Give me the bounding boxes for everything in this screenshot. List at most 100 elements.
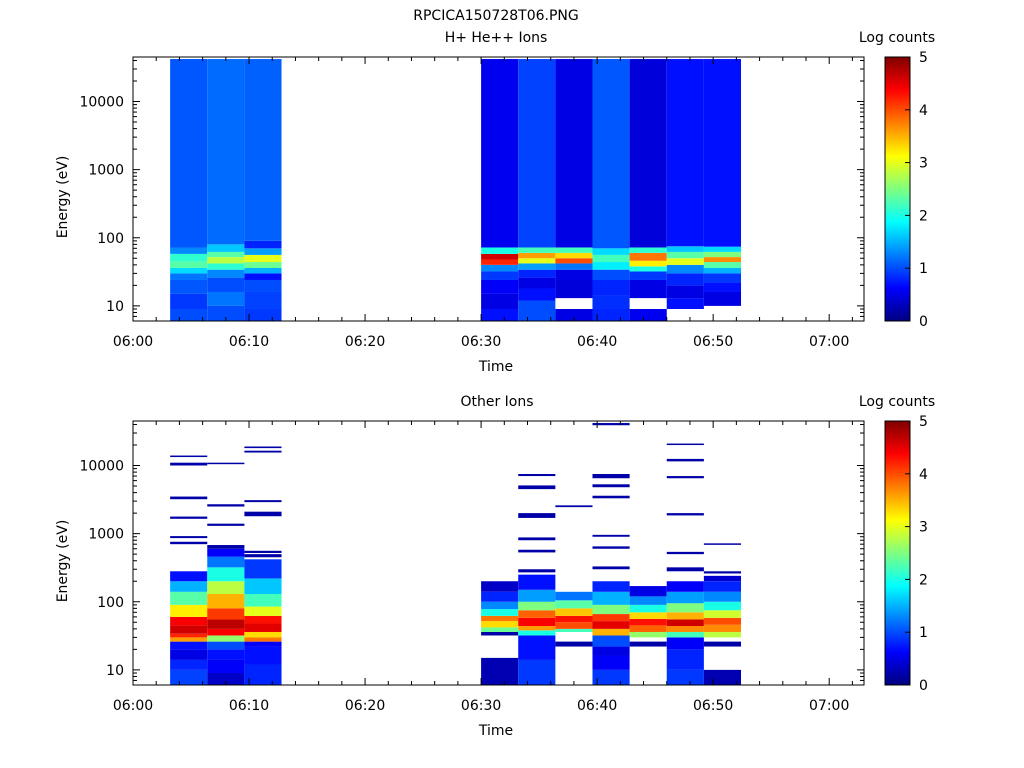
spectrogram-cell [207,608,245,620]
spectrogram-cell [518,288,556,301]
spectrogram-cell [518,269,556,278]
spectrogram-cell [244,273,282,280]
spectrogram-cell [629,279,667,299]
spectrogram-cell [666,59,704,247]
spectrogram-cell [170,581,208,592]
x-tick-label: 06:00 [113,334,153,350]
spectrogram-cell [703,624,742,632]
spectrogram-cell [592,614,630,622]
spectrogram-cell [703,581,742,592]
spectrogram-cell [244,615,282,624]
spectrogram-cell [592,621,630,629]
spectrogram-cell [592,59,630,249]
spectrogram-cell [481,657,519,685]
spectrogram-cell [170,625,208,634]
spectrogram-cell [666,246,704,252]
colorbar-tick-label: 3 [919,520,928,536]
y-tick-label: 100 [97,231,124,247]
x-tick-label: 06:10 [229,334,269,350]
spectrogram-cell [629,641,667,647]
colorbar-tick-label: 5 [919,50,928,66]
spectrogram-cell [703,291,742,306]
colorbar-tick-label: 0 [919,678,928,694]
spectrogram-cell [207,556,245,568]
spectrogram-cell [703,631,742,638]
spectrogram-cell [666,567,704,572]
y-axis-label: Energy (eV) [55,156,71,239]
spectrogram-cell [629,631,667,638]
spectrogram-cell [555,591,593,601]
spectrogram-cell [666,631,704,638]
spectrogram-cell [207,504,245,507]
spectrogram-cell [244,550,282,553]
spectrogram-cell [207,635,245,642]
spectrogram-cell [629,266,667,272]
colorbar-tick-label: 1 [919,261,928,277]
spectrogram-cell [207,263,245,270]
colorbar-tick-label: 4 [919,467,928,483]
spectrogram-cell [629,604,667,613]
x-tick-label: 06:50 [693,334,733,350]
spectrogram-cell [481,271,519,280]
spectrogram-cell [592,474,630,479]
x-tick-label: 06:10 [229,698,269,714]
panel-other-ions: Other Ions Log counts 06:00 06:10 06:20 06:… [55,394,935,739]
spectrogram-cell [518,549,556,553]
spectrogram-cell [592,635,630,647]
spectrogram-cell [244,559,282,579]
y-tick-label: 100 [97,595,124,611]
spectrogram-cell [244,511,282,517]
spectrogram-cell [518,617,556,627]
spectrogram-cell [207,581,245,594]
spectrogram-cell [170,455,208,458]
spectrogram-cell [481,279,519,294]
colorbar-tick-label: 0 [919,314,928,330]
x-tick-label: 06:30 [461,698,501,714]
spectrogram-cell [518,258,556,264]
spectrogram-cell [592,495,630,499]
spectrogram-cell [244,267,282,274]
spectrogram-cell [555,258,593,264]
spectrogram-cell [629,309,667,321]
spectrogram-cell [207,257,245,264]
spectrogram-cell [555,269,593,280]
spectrogram-cell [666,513,704,516]
spectrogram-cell [170,571,208,582]
spectrogram-cell [703,669,742,685]
spectrogram-cell [207,619,245,629]
x-axis-label: Time [478,723,513,739]
x-tick-label: 06:20 [345,334,385,350]
spectrogram-cell [244,279,282,292]
colorbar-tick-label: 1 [919,625,928,641]
panel-title: H+ He++ Ions [445,30,548,46]
spectrogram-cell [244,248,282,255]
spectrogram-cell [481,631,519,636]
spectrogram-cell [518,569,556,573]
spectrogram-cell [629,247,667,253]
spectrogram-cell [629,252,667,261]
spectrogram-cell [555,59,593,248]
spectrogram-cell [481,264,519,272]
spectrogram-cell [666,285,704,299]
spectrogram-cell [207,251,245,258]
colorbar-label: Log counts [859,394,935,410]
spectrogram-cell [170,267,208,274]
spectrogram-cell [207,641,245,650]
spectrogram-cell [555,247,593,253]
spectrogram-cell [170,516,208,519]
spectrogram-cell [244,637,282,642]
spectrogram-cell [592,262,630,270]
spectrogram-cell [518,537,556,541]
spectrogram-cell [629,625,667,632]
spectrogram-cell [703,610,742,618]
spectrogram-cell [703,273,742,283]
spectrogram-cell [170,536,208,539]
spectrogram-cell [592,646,630,656]
spectrogram-cell [244,594,282,607]
spectrogram-cell [244,646,282,665]
spectrogram-cell [170,637,208,642]
spectrogram-cell [170,279,208,294]
spectrogram-cell [592,269,630,280]
colorbar-tick-label: 2 [919,572,928,588]
spectrogram-cell [592,423,630,426]
